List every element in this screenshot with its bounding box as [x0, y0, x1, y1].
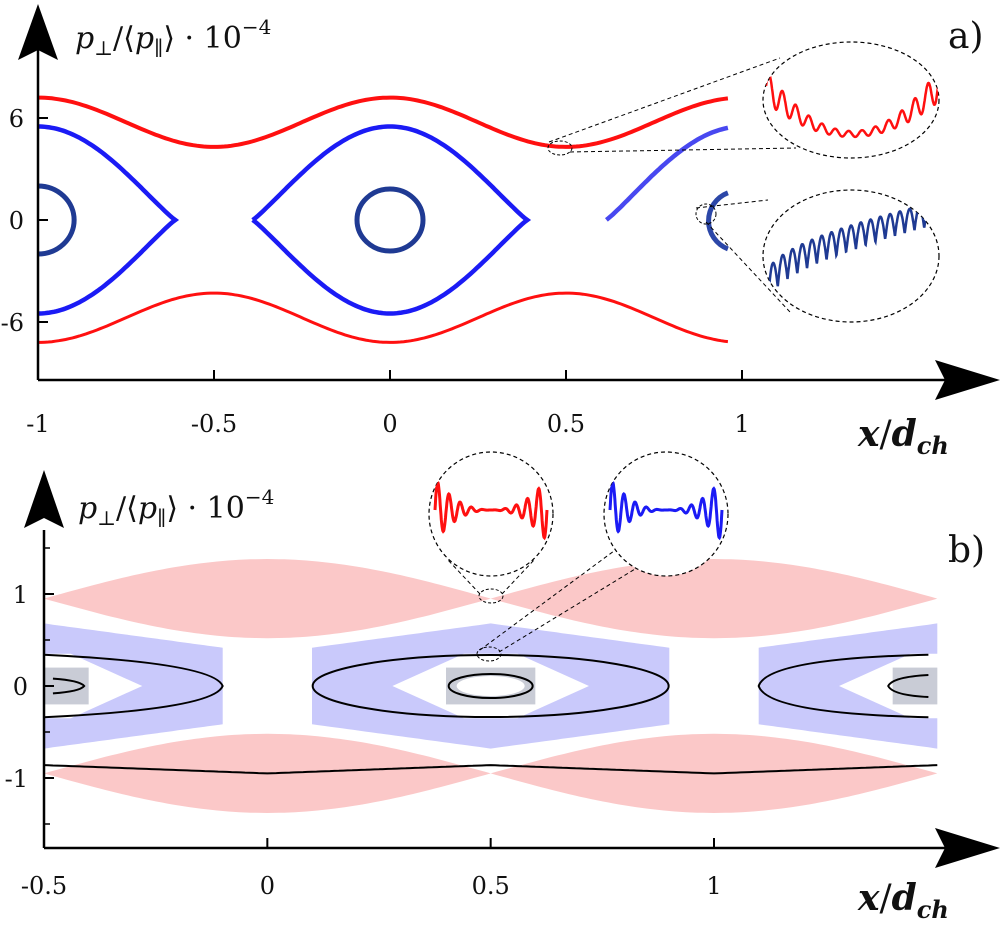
panel-a-x-tick-label: 0.5: [547, 410, 585, 438]
panel-b-y-tick-label: 0: [13, 673, 28, 701]
panel-a-inset-red-curve: [764, 72, 939, 139]
red-separatrix-curve: [38, 95, 729, 149]
panel-b-y-arrowhead: [24, 470, 64, 528]
panel-a-y-tick-label: 6: [9, 105, 24, 133]
inset-b-blue-oscillation: [608, 479, 724, 541]
black-inner-orbit-right: [887, 673, 929, 699]
black-inner-orbit-center: [447, 673, 534, 699]
panel-a-x-tick-label: 1: [734, 410, 749, 438]
panel-a-x-tick-label: -1: [26, 410, 49, 438]
panel-b-inset-blue: [476, 451, 729, 662]
panel-b-x-tick-label: 1: [706, 872, 721, 900]
panel-b-ylabel: p⊥/⟨p∥⟩ · 10−4: [78, 485, 274, 530]
blue-separatrix-center: [251, 124, 532, 316]
panel-a-label: a): [948, 16, 984, 57]
panel-b-xlabel: x/dch: [857, 877, 949, 924]
panel-b-ticks: -0.5 0 0.5 1 1 0 -1: [5, 547, 722, 900]
panel-b-inset-red-curve: [433, 479, 549, 541]
panel-a-x-tick-label: -0.5: [191, 410, 237, 438]
black-inner-orbit-left: [52, 677, 86, 695]
panel-b-label: b): [948, 530, 985, 571]
panel-a-y-tick-label: -6: [1, 309, 24, 337]
red-band-lens: [44, 559, 491, 639]
grey-core-hole: [456, 676, 525, 696]
red-band-lens: [490, 559, 938, 639]
panel-a-inset-navy-curve: [766, 202, 936, 301]
blue-separatrix-right: [604, 125, 729, 222]
black-bottom-line: [43, 764, 938, 775]
blue-separatrix-left: [38, 124, 180, 316]
panel-b-inset-red: [428, 451, 554, 604]
panel-a-ylabel: p⊥/⟨p∥⟩ · 10−4: [75, 15, 271, 60]
panel-a-y-arrowhead: [18, 4, 58, 60]
panel-a-x-tick-label: 0: [382, 410, 397, 438]
navy-orbit-center: [354, 186, 426, 254]
red-separatrix-curve: [38, 291, 729, 344]
black-orbit-right: [757, 653, 929, 719]
black-orbit-left: [43, 653, 224, 719]
panel-b-curves: [43, 653, 938, 775]
panel-b-y-tick-label: 1: [13, 581, 28, 609]
panel-b-x-tick-label: 0: [260, 872, 275, 900]
inset-navy-oscillation: [766, 202, 936, 301]
panel-a-inset-red: [547, 41, 940, 159]
panel-a-y-tick-label: 0: [9, 207, 24, 235]
panel-b: -0.5 0 0.5 1 1 0 -1 p⊥/⟨p∥⟩ · 10−4 x/dch b): [0, 451, 1000, 924]
panel-a-curves: [37, 95, 729, 344]
panel-b-y-tick-label: -1: [5, 765, 28, 793]
panel-b-regions: [0, 559, 1000, 813]
panel-b-x-arrowhead: [935, 828, 1000, 868]
panel-b-x-tick-label: -0.5: [21, 872, 67, 900]
panel-a-inset-navy: [695, 189, 940, 323]
navy-orbit-left: [37, 183, 77, 257]
panel-a-xlabel: x/dch: [857, 413, 949, 460]
grey-core: [892, 667, 938, 705]
panel-a-ticks: -1 -0.5 0 0.5 1 6 0 -6: [1, 105, 750, 438]
panel-b-x-tick-label: 0.5: [472, 872, 510, 900]
panel-a-x-arrowhead: [935, 360, 1000, 400]
inset-red-oscillation: [764, 72, 939, 139]
inset-b-red-oscillation: [433, 479, 549, 541]
panel-a: -1 -0.5 0 0.5 1 6 0 -6 p⊥/⟨p∥⟩ · 10−4 x/dch a): [1, 4, 1000, 460]
black-orbit-center: [311, 654, 670, 718]
panel-b-inset-blue-curve: [608, 479, 724, 541]
navy-orbit-right: [706, 190, 729, 252]
